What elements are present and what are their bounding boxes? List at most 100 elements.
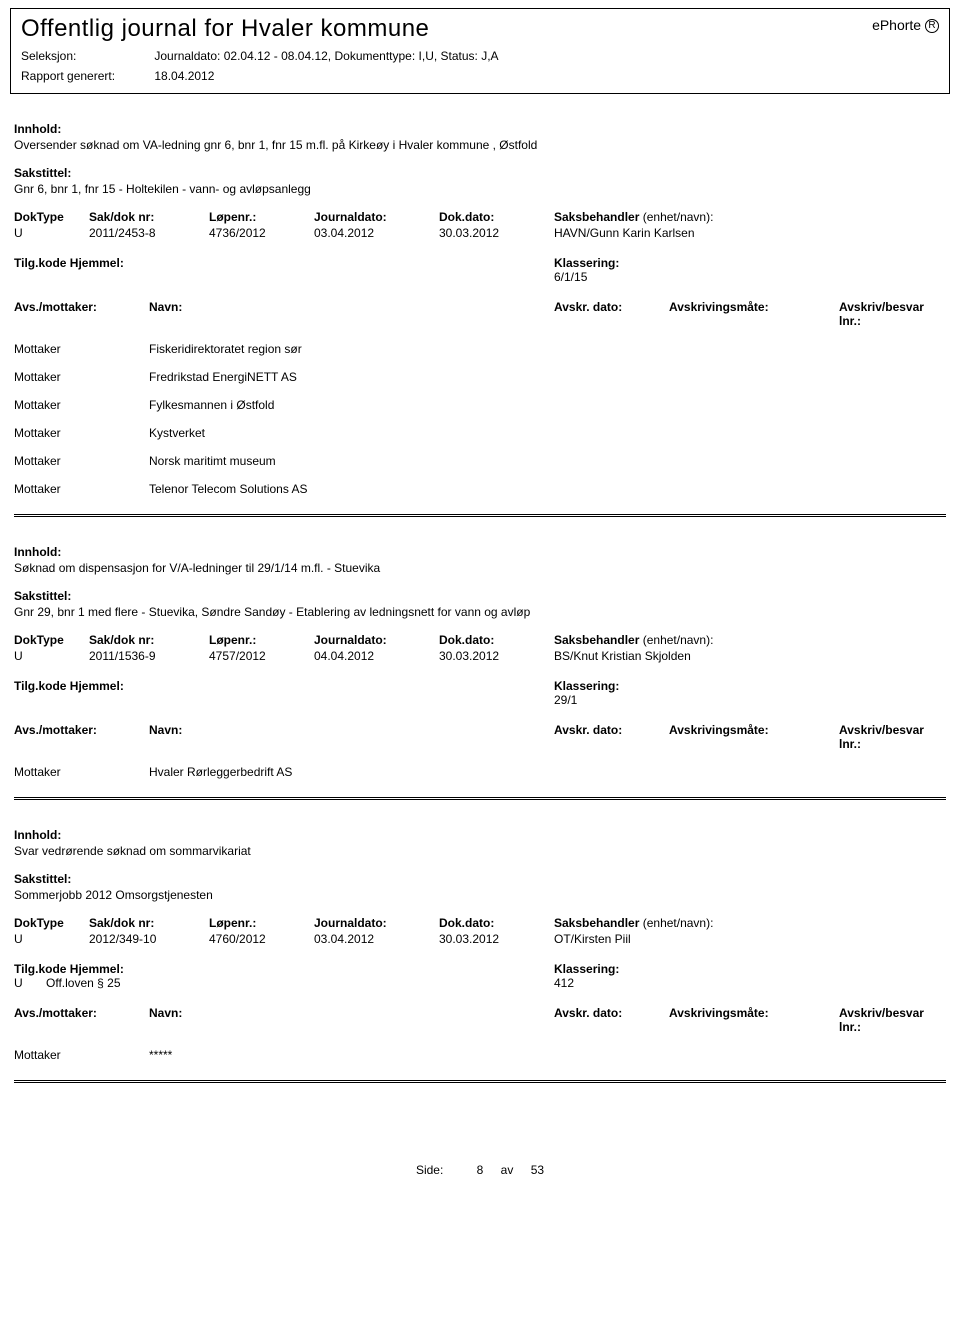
recipient-row: Mottaker Fylkesmannen i Østfold [14, 398, 946, 412]
avskriv-besvar-lnr-label: Avskriv/besvar lnr.: [839, 300, 946, 328]
recipient-role: Mottaker [14, 454, 149, 468]
lopenr-label: Løpenr.: [209, 916, 314, 930]
avs-mottaker-label: Avs./mottaker: [14, 1006, 149, 1034]
dokdato-value: 30.03.2012 [439, 649, 554, 663]
avskrivingsmate-label: Avskrivingsmåte: [669, 300, 839, 328]
klassering-value: 412 [554, 976, 946, 990]
klassering-label: Klassering: [554, 256, 946, 270]
sakdok-label: Sak/dok nr: [89, 633, 209, 647]
tilg-klass-row: Tilg.kode Hjemmel: Klassering: 6/1/15 [14, 256, 946, 284]
recipient-role: Mottaker [14, 482, 149, 496]
avskrivingsmate-label: Avskrivingsmåte: [669, 723, 839, 751]
recipient-role: Mottaker [14, 765, 149, 779]
recipient-row: Mottaker Fiskeridirektoratet region sør [14, 342, 946, 356]
seleksjon-value: Journaldato: 02.04.12 - 08.04.12, Dokume… [154, 49, 498, 63]
innhold-text: Oversender søknad om VA-ledning gnr 6, b… [14, 138, 946, 152]
avskr-dato-label: Avskr. dato: [554, 300, 669, 328]
recipient-name: Fiskeridirektoratet region sør [149, 342, 946, 356]
rapport-value: 18.04.2012 [154, 69, 214, 83]
avskrivingsmate-label: Avskrivingsmåte: [669, 1006, 839, 1034]
journal-entry: Innhold: Søknad om dispensasjon for V/A-… [14, 545, 946, 800]
tilgkode-value: U Off.loven § 25 [14, 976, 554, 990]
dokdato-value: 30.03.2012 [439, 226, 554, 240]
columns-header: DokType Sak/dok nr: Løpenr.: Journaldato… [14, 916, 946, 930]
tilg-klass-row: Tilg.kode Hjemmel: U Off.loven § 25 Klas… [14, 962, 946, 990]
doktype-label: DokType [14, 916, 89, 930]
tilgkode-header: Tilg.kode Hjemmel: [14, 679, 554, 693]
columns-header: DokType Sak/dok nr: Løpenr.: Journaldato… [14, 633, 946, 647]
innhold-text: Svar vedrørende søknad om sommarvikariat [14, 844, 946, 858]
lopenr-value: 4760/2012 [209, 932, 314, 946]
doktype-value: U [14, 649, 89, 663]
recipient-header-row: Avs./mottaker: Navn: Avskr. dato: Avskri… [14, 1006, 946, 1034]
sakstittel-text: Gnr 6, bnr 1, fnr 15 - Holtekilen - vann… [14, 182, 946, 196]
recipient-role: Mottaker [14, 426, 149, 440]
recipient-row: Mottaker ***** [14, 1048, 946, 1062]
journaldato-value: 03.04.2012 [314, 932, 439, 946]
doktype-value: U [14, 226, 89, 240]
innhold-label: Innhold: [14, 122, 946, 136]
ephorte-brand: ePhorte R [872, 17, 939, 33]
doktype-value: U [14, 932, 89, 946]
recipient-name: ***** [149, 1048, 946, 1062]
recipient-role: Mottaker [14, 1048, 149, 1062]
sakdok-label: Sak/dok nr: [89, 210, 209, 224]
recipient-role: Mottaker [14, 370, 149, 384]
recipient-row: Mottaker Kystverket [14, 426, 946, 440]
recipient-name: Telenor Telecom Solutions AS [149, 482, 946, 496]
dokdato-label: Dok.dato: [439, 210, 554, 224]
recipient-name: Hvaler Rørleggerbedrift AS [149, 765, 946, 779]
sakstittel-label: Sakstittel: [14, 589, 946, 603]
registered-icon: R [925, 19, 939, 33]
sakstittel-label: Sakstittel: [14, 166, 946, 180]
journaldato-label: Journaldato: [314, 633, 439, 647]
recipient-name: Norsk maritimt museum [149, 454, 946, 468]
innhold-label: Innhold: [14, 828, 946, 842]
saksbehandler-label: Saksbehandler (enhet/navn): [554, 916, 946, 930]
avs-mottaker-label: Avs./mottaker: [14, 723, 149, 751]
page-footer: Side: 8 av 53 [0, 1163, 960, 1177]
avskr-dato-label: Avskr. dato: [554, 1006, 669, 1034]
lopenr-label: Løpenr.: [209, 633, 314, 647]
columns-values: U 2011/1536-9 4757/2012 04.04.2012 30.03… [14, 649, 946, 663]
saksbehandler-label: Saksbehandler (enhet/navn): [554, 633, 946, 647]
recipient-name: Fredrikstad EnergiNETT AS [149, 370, 946, 384]
dokdato-label: Dok.dato: [439, 916, 554, 930]
tilgkode-header: Tilg.kode Hjemmel: [14, 962, 554, 976]
columns-header: DokType Sak/dok nr: Løpenr.: Journaldato… [14, 210, 946, 224]
avs-mottaker-label: Avs./mottaker: [14, 300, 149, 328]
doktype-label: DokType [14, 210, 89, 224]
lopenr-value: 4736/2012 [209, 226, 314, 240]
seleksjon-row: Seleksjon: Journaldato: 02.04.12 - 08.04… [21, 49, 939, 63]
innhold-text: Søknad om dispensasjon for V/A-ledninger… [14, 561, 946, 575]
tilgkode-hjemmel: Tilg.kode Hjemmel: [14, 256, 554, 284]
footer-side-label: Side: [416, 1163, 443, 1177]
lopenr-label: Løpenr.: [209, 210, 314, 224]
sakdok-label: Sak/dok nr: [89, 916, 209, 930]
sakstittel-text: Gnr 29, bnr 1 med flere - Stuevika, Sønd… [14, 605, 946, 619]
journaldato-value: 04.04.2012 [314, 649, 439, 663]
sakstittel-text: Sommerjobb 2012 Omsorgstjenesten [14, 888, 946, 902]
tilgkode-hjemmel: Tilg.kode Hjemmel: U Off.loven § 25 [14, 962, 554, 990]
footer-av: av [501, 1163, 514, 1177]
journaldato-value: 03.04.2012 [314, 226, 439, 240]
columns-values: U 2012/349-10 4760/2012 03.04.2012 30.03… [14, 932, 946, 946]
journaldato-label: Journaldato: [314, 210, 439, 224]
navn-label: Navn: [149, 1006, 554, 1034]
seleksjon-label: Seleksjon: [21, 49, 151, 63]
recipient-row: Mottaker Telenor Telecom Solutions AS [14, 482, 946, 496]
ephorte-text: ePhorte [872, 17, 921, 33]
tilgkode-hjemmel: Tilg.kode Hjemmel: [14, 679, 554, 707]
journaldato-label: Journaldato: [314, 916, 439, 930]
journal-entry: Innhold: Svar vedrørende søknad om somma… [14, 828, 946, 1083]
recipient-role: Mottaker [14, 398, 149, 412]
klassering-col: Klassering: 6/1/15 [554, 256, 946, 284]
recipient-row: Mottaker Hvaler Rørleggerbedrift AS [14, 765, 946, 779]
tilgkode-header: Tilg.kode Hjemmel: [14, 256, 554, 270]
sakstittel-label: Sakstittel: [14, 872, 946, 886]
recipient-name: Kystverket [149, 426, 946, 440]
header-box: Offentlig journal for Hvaler kommune ePh… [10, 8, 950, 94]
recipient-name: Fylkesmannen i Østfold [149, 398, 946, 412]
klassering-value: 6/1/15 [554, 270, 946, 284]
navn-label: Navn: [149, 300, 554, 328]
